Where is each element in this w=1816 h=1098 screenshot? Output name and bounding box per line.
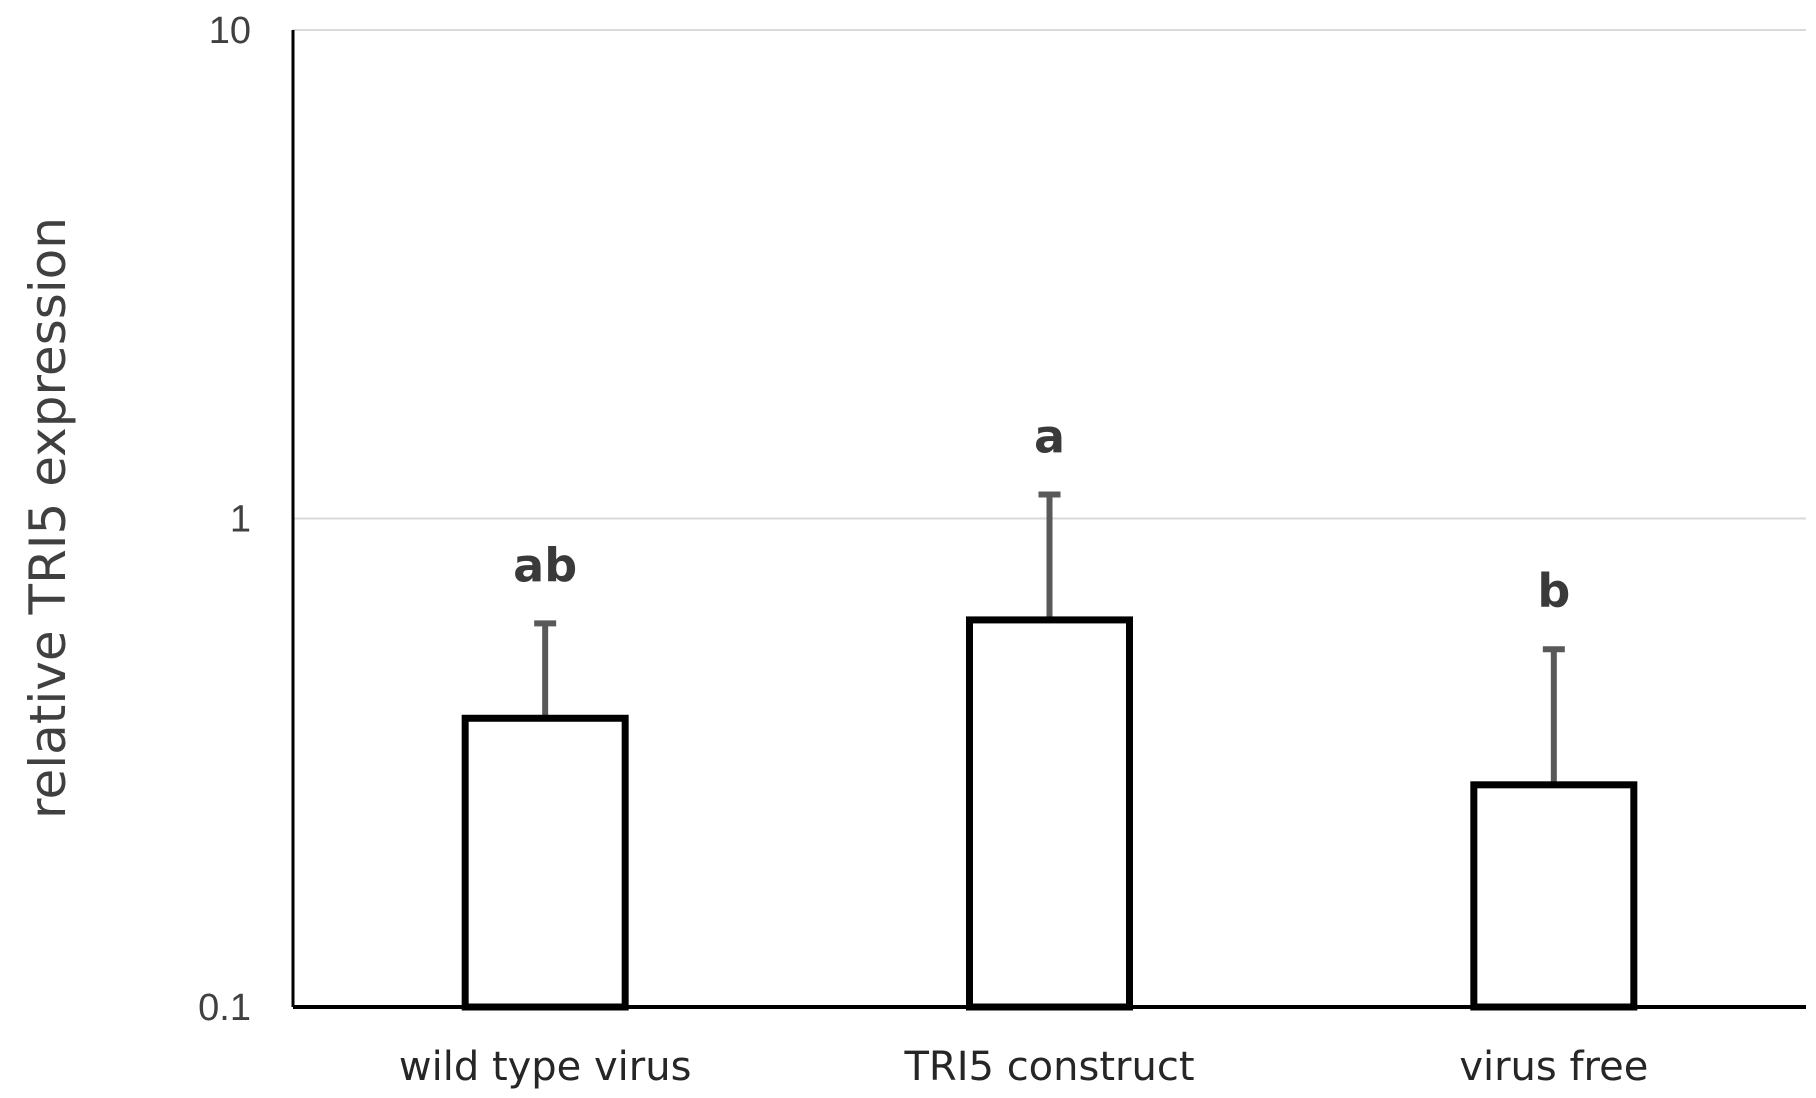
x-tick-label: virus free	[1459, 1044, 1648, 1090]
y-tick-label: 10	[209, 10, 251, 52]
x-tick-label: TRI5 construct	[904, 1044, 1195, 1090]
y-tick-label: 1	[230, 499, 251, 541]
significance-label: ab	[513, 538, 577, 592]
x-tick-label: wild type virus	[399, 1044, 692, 1090]
bar	[966, 616, 1133, 1011]
labels: 0.1 1 10 ab wild type virus a TRI5 construct b v…	[198, 10, 1648, 1090]
significance-label: a	[1034, 409, 1065, 463]
bar	[1470, 781, 1638, 1011]
bar	[461, 714, 629, 1011]
bars	[461, 491, 1638, 1011]
y-axis-label: relative TRI5 expression	[19, 217, 77, 819]
y-tick-label: 0.1	[198, 987, 251, 1029]
significance-label: b	[1537, 564, 1570, 618]
axes	[291, 30, 1806, 1009]
